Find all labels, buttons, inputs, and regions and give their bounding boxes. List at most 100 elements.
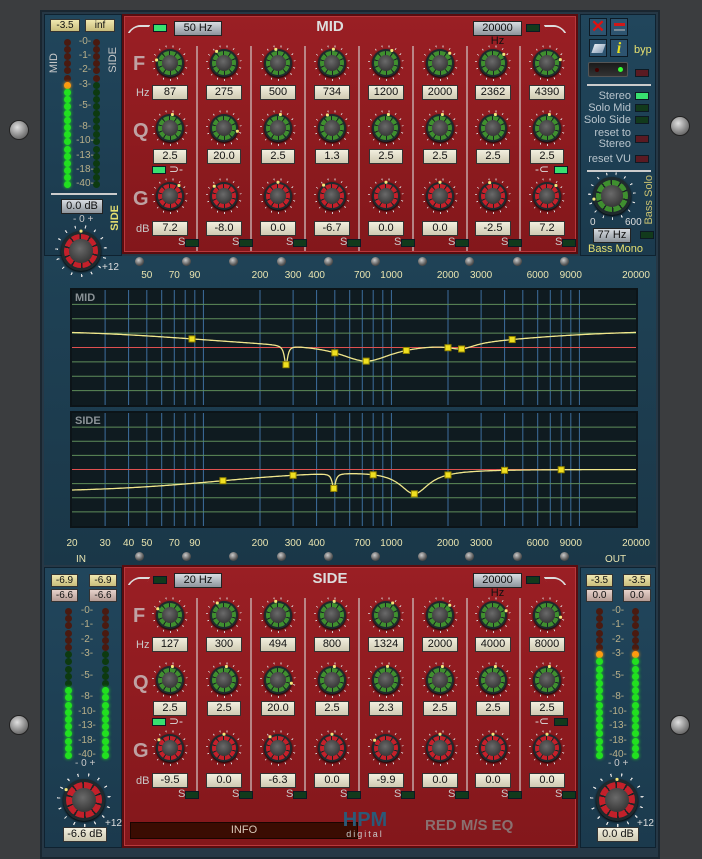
bass-mono-freq-knob[interactable] <box>588 172 636 220</box>
mid-band-5-gain-value[interactable]: 0.0 <box>368 221 404 236</box>
mid-band-6-q-value[interactable]: 2.5 <box>423 149 457 164</box>
mid-band-8-q-knob[interactable] <box>529 110 565 146</box>
mid-band-6-freq-value[interactable]: 2000 <box>422 85 458 100</box>
side-band-6-gain-value[interactable]: 0.0 <box>422 773 458 788</box>
bass-solo-button[interactable] <box>640 231 654 239</box>
mid-band-8-freq-value[interactable]: 4390 <box>529 85 565 100</box>
low-pass-freq-readout[interactable]: 20000 Hz <box>473 21 522 47</box>
mid-band-5-handle[interactable] <box>402 346 410 354</box>
mode-button-stereo[interactable] <box>635 92 649 100</box>
mid-band-2-freq-value[interactable]: 275 <box>206 85 242 100</box>
mid-band-3-gain-knob[interactable] <box>260 178 296 214</box>
side-band-7-q-knob[interactable] <box>475 662 511 698</box>
mid-band-8-freq-knob[interactable] <box>529 45 565 81</box>
minimize-button[interactable] <box>610 18 628 36</box>
mid-band-4-gain-value[interactable]: -6.7 <box>314 221 350 236</box>
mode-button-solo-side[interactable] <box>635 116 649 124</box>
side-band-6-freq-knob[interactable] <box>422 597 458 633</box>
side-band-2-freq-knob[interactable] <box>206 597 242 633</box>
side-band-5-freq-value[interactable]: 1324 <box>368 637 404 652</box>
mid-band-4-q-value[interactable]: 1.3 <box>315 149 349 164</box>
mid-band-7-gain-value[interactable]: -2.5 <box>475 221 511 236</box>
mid-band-1-q-knob[interactable] <box>152 110 188 146</box>
side-band-3-solo-button[interactable] <box>293 791 307 799</box>
side-band-7-q-value[interactable]: 2.5 <box>476 701 510 716</box>
side-band-4-q-value[interactable]: 2.5 <box>315 701 349 716</box>
mid-band-8-gain-value[interactable]: 7.2 <box>529 221 565 236</box>
side-band-2-solo-button[interactable] <box>239 791 253 799</box>
high-shelf-toggle[interactable] <box>554 718 568 726</box>
mid-band-1-handle[interactable] <box>188 335 196 343</box>
mid-band-4-gain-knob[interactable] <box>314 178 350 214</box>
side-band-7-freq-knob[interactable] <box>475 597 511 633</box>
side-band-7-gain-value[interactable]: 0.0 <box>475 773 511 788</box>
side-band-1-freq-knob[interactable] <box>152 597 188 633</box>
mid-band-8-solo-button[interactable] <box>562 239 576 247</box>
side-band-2-gain-knob[interactable] <box>206 730 242 766</box>
mid-band-5-freq-knob[interactable] <box>368 45 404 81</box>
mid-band-6-q-knob[interactable] <box>422 110 458 146</box>
side-band-3-gain-value[interactable]: -6.3 <box>260 773 296 788</box>
mid-band-4-freq-value[interactable]: 734 <box>314 85 350 100</box>
mid-band-7-handle[interactable] <box>458 345 466 353</box>
mid-band-5-gain-knob[interactable] <box>368 178 404 214</box>
mid-band-3-freq-knob[interactable] <box>260 45 296 81</box>
side-band-8-handle[interactable] <box>557 466 565 474</box>
low-pass-enable-button[interactable] <box>526 576 540 584</box>
side-band-1-q-knob[interactable] <box>152 662 188 698</box>
mid-band-3-handle[interactable] <box>331 349 339 357</box>
side-band-7-solo-button[interactable] <box>508 791 522 799</box>
side-band-7-handle[interactable] <box>501 466 509 474</box>
side-band-1-q-value[interactable]: 2.5 <box>153 701 187 716</box>
side-band-6-solo-button[interactable] <box>455 791 469 799</box>
side-band-5-solo-button[interactable] <box>401 791 415 799</box>
low-pass-enable-button[interactable] <box>526 24 540 32</box>
side-band-8-gain-value[interactable]: 0.0 <box>529 773 565 788</box>
side-band-6-q-value[interactable]: 2.5 <box>423 701 457 716</box>
mid-band-1-gain-knob[interactable] <box>152 178 188 214</box>
side-band-3-gain-knob[interactable] <box>260 730 296 766</box>
side-band-7-gain-knob[interactable] <box>475 730 511 766</box>
mid-band-4-handle[interactable] <box>362 357 370 365</box>
mid-band-1-freq-value[interactable]: 87 <box>152 85 188 100</box>
mid-band-4-q-knob[interactable] <box>314 110 350 146</box>
mid-band-6-gain-value[interactable]: 0.0 <box>422 221 458 236</box>
side-band-1-gain-knob[interactable] <box>152 730 188 766</box>
side-band-5-gain-knob[interactable] <box>368 730 404 766</box>
side-band-6-handle[interactable] <box>444 471 452 479</box>
side-band-5-freq-knob[interactable] <box>368 597 404 633</box>
side-band-3-handle[interactable] <box>330 484 338 492</box>
mid-band-1-q-value[interactable]: 2.5 <box>153 149 187 164</box>
power-switch[interactable] <box>588 62 628 77</box>
side-band-2-gain-value[interactable]: 0.0 <box>206 773 242 788</box>
side-band-7-freq-value[interactable]: 4000 <box>475 637 511 652</box>
side-band-1-handle[interactable] <box>219 477 227 485</box>
mid-band-5-freq-value[interactable]: 1200 <box>368 85 404 100</box>
side-band-4-gain-value[interactable]: 0.0 <box>314 773 350 788</box>
mid-band-7-gain-knob[interactable] <box>475 178 511 214</box>
mid-band-6-gain-knob[interactable] <box>422 178 458 214</box>
side-band-6-freq-value[interactable]: 2000 <box>422 637 458 652</box>
mid-band-1-solo-button[interactable] <box>185 239 199 247</box>
mid-band-3-q-knob[interactable] <box>260 110 296 146</box>
side-gain-knob[interactable] <box>55 225 107 277</box>
side-band-8-q-knob[interactable] <box>529 662 565 698</box>
side-band-8-freq-knob[interactable] <box>529 597 565 633</box>
mid-band-3-solo-button[interactable] <box>293 239 307 247</box>
mid-band-4-freq-knob[interactable] <box>314 45 350 81</box>
side-band-1-gain-value[interactable]: -9.5 <box>152 773 188 788</box>
side-band-2-freq-value[interactable]: 300 <box>206 637 242 652</box>
mid-band-2-gain-value[interactable]: -8.0 <box>206 221 242 236</box>
low-shelf-toggle[interactable] <box>152 166 166 174</box>
side-band-5-handle[interactable] <box>410 490 418 498</box>
mid-band-3-q-value[interactable]: 2.5 <box>261 149 295 164</box>
mid-band-2-handle[interactable] <box>282 361 290 369</box>
mid-band-1-gain-value[interactable]: 7.2 <box>152 221 188 236</box>
info-button[interactable]: i <box>610 39 628 57</box>
mode-button-solo-mid[interactable] <box>635 104 649 112</box>
input-gain-knob[interactable] <box>57 773 111 827</box>
side-band-3-q-knob[interactable] <box>260 662 296 698</box>
mid-band-3-freq-value[interactable]: 500 <box>260 85 296 100</box>
close-button[interactable]: ✕ <box>589 18 607 36</box>
mid-band-4-solo-button[interactable] <box>347 239 361 247</box>
